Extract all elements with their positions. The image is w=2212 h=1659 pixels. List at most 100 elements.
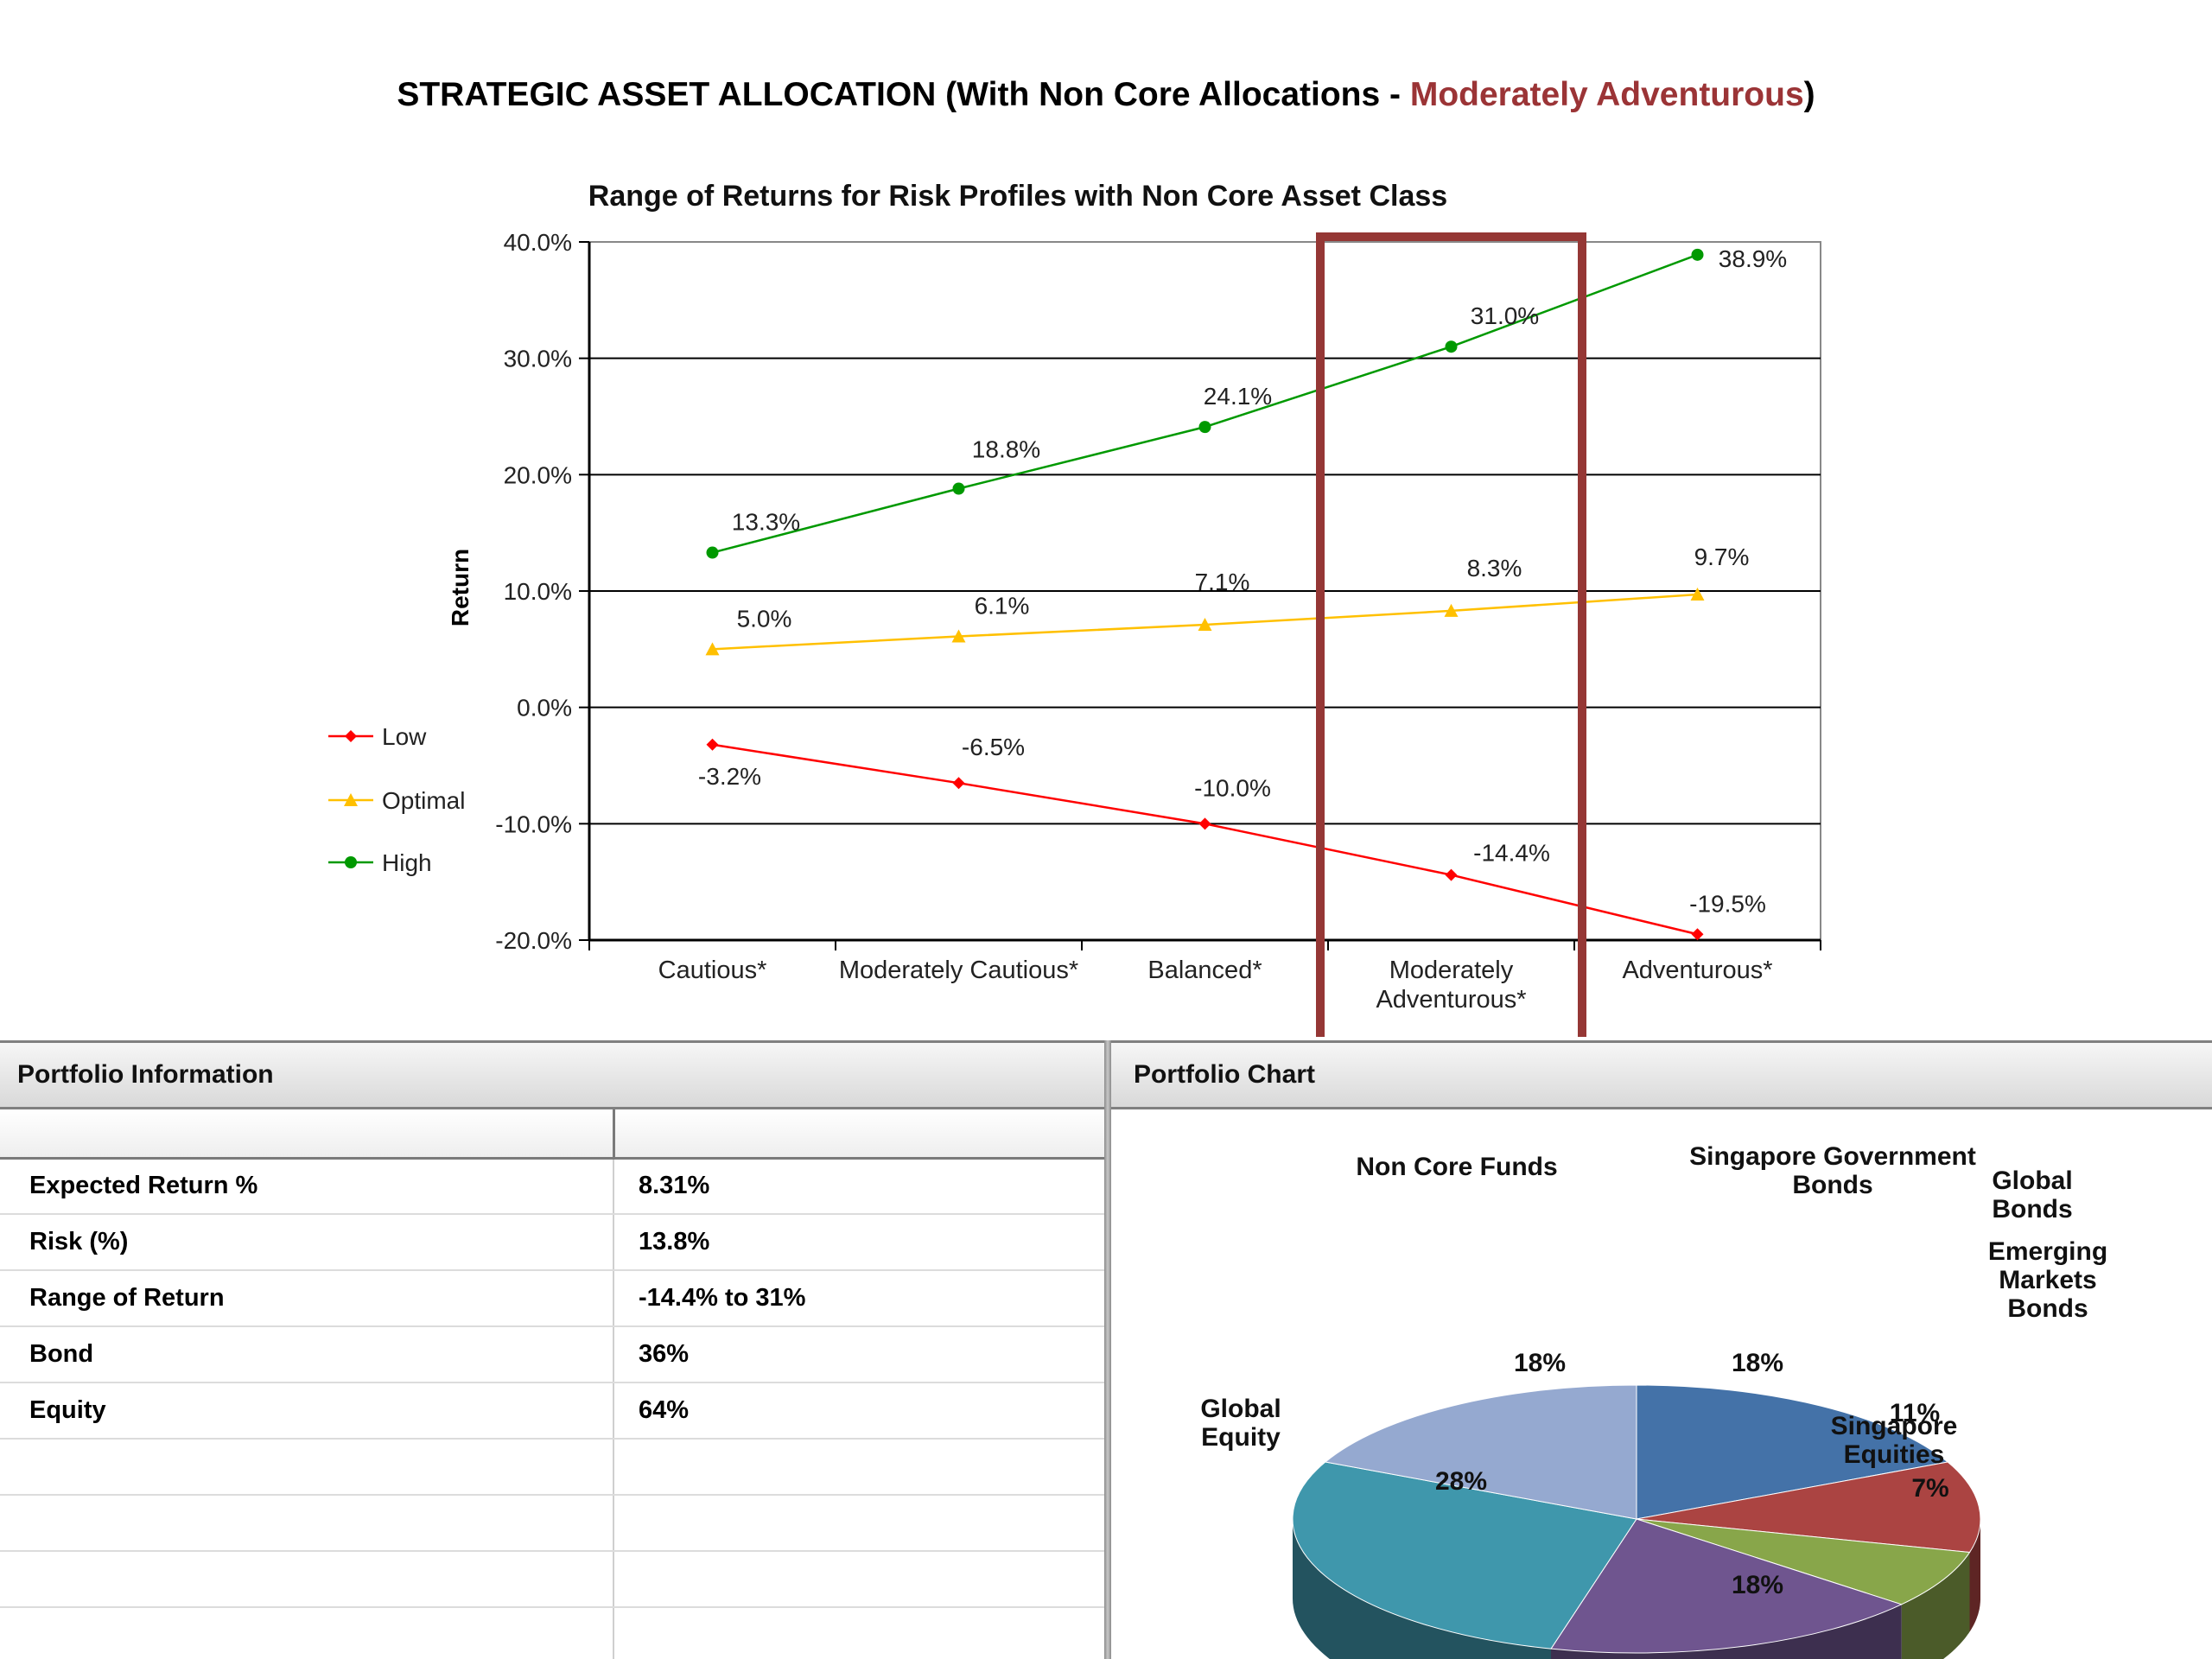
pie-category-label-line: Markets xyxy=(1999,1266,2096,1294)
pie-side-wall xyxy=(1901,1552,1970,1659)
legend-label: Optimal xyxy=(382,787,465,814)
pie-category-label: Emerging Markets Bonds xyxy=(1988,1237,2107,1323)
pie-category-label-line: Bonds xyxy=(1992,1195,2072,1224)
data-point xyxy=(1198,421,1211,434)
row-label: Risk (%) xyxy=(0,1214,614,1271)
pie-side-wall xyxy=(1293,1519,1551,1659)
pie-percent-label: 18% xyxy=(1732,1571,1783,1599)
pie-category-label-line: Singapore xyxy=(1831,1412,1958,1440)
y-tick-label: 30.0% xyxy=(504,346,572,372)
pie-slice-global-bonds xyxy=(1636,1461,1981,1554)
pie-percent-label: 18% xyxy=(1732,1349,1783,1377)
table-row: Expected Return % 8.31% xyxy=(0,1158,1104,1215)
pie-category-label: Singapore Government Bonds xyxy=(1689,1142,1976,1199)
pie-category-label-line: Non Core Funds xyxy=(1356,1153,1557,1181)
data-label: -6.5% xyxy=(962,734,1025,760)
data-point xyxy=(1198,817,1211,830)
row-value: -14.4% to 31% xyxy=(613,1270,1104,1327)
pie-slice-emerging-markets-bonds xyxy=(1636,1518,1971,1605)
pie-category-label-line: Emerging xyxy=(1988,1237,2107,1266)
data-point xyxy=(706,738,719,751)
pie-category-label: Singapore Equities xyxy=(1831,1412,1958,1469)
legend-marker xyxy=(345,856,357,868)
x-tick-label-line: Moderately xyxy=(1389,957,1514,984)
page-title-prefix: STRATEGIC ASSET ALLOCATION (With Non Cor… xyxy=(397,76,1410,113)
data-label: 31.0% xyxy=(1471,302,1539,329)
data-label: 18.8% xyxy=(972,435,1040,462)
data-label: -14.4% xyxy=(1473,840,1550,867)
pie-category-label-line: Singapore Government xyxy=(1689,1142,1976,1171)
x-tick-label-line: Moderately Cautious* xyxy=(839,957,1078,984)
x-tick-label-line: Adventurous* xyxy=(1622,957,1772,984)
data-label: 38.9% xyxy=(1719,245,1787,272)
row-label xyxy=(0,1607,614,1659)
table-row: Bond 36% xyxy=(0,1326,1104,1383)
pie-category-label: Non Core Funds xyxy=(1356,1153,1557,1181)
row-label: Range of Return xyxy=(0,1270,614,1327)
data-label: -19.5% xyxy=(1689,890,1766,917)
data-point xyxy=(705,642,720,656)
table-row xyxy=(0,1607,1104,1659)
row-value: 13.8% xyxy=(613,1214,1104,1271)
row-value: 64% xyxy=(613,1382,1104,1440)
page-title-highlight: Moderately Adventurous xyxy=(1409,76,1804,113)
data-point xyxy=(1691,248,1704,261)
x-tick-label: Adventurous* xyxy=(1622,957,1772,984)
row-label: Bond xyxy=(0,1326,614,1383)
data-label: 6.1% xyxy=(975,593,1030,620)
data-label: 13.3% xyxy=(732,509,800,536)
pie-category-label-line: Bonds xyxy=(2007,1294,2088,1323)
row-label xyxy=(0,1439,614,1496)
legend-label: High xyxy=(382,849,432,876)
table-row: Risk (%) 13.8% xyxy=(0,1214,1104,1271)
y-tick-label: -10.0% xyxy=(495,810,572,837)
data-point xyxy=(952,482,965,495)
data-point xyxy=(706,546,719,559)
x-tick-label: Moderately Adventurous* xyxy=(1376,957,1526,1014)
data-label: -3.2% xyxy=(698,763,761,790)
data-label: 7.1% xyxy=(1195,569,1250,595)
row-label xyxy=(0,1551,614,1608)
pie-percent-label: 18% xyxy=(1514,1349,1566,1377)
row-label: Equity xyxy=(0,1382,614,1440)
pie-slice-non-core-funds xyxy=(1324,1384,1637,1520)
data-point xyxy=(952,777,965,790)
pie-side-wall xyxy=(1551,1604,1902,1659)
y-tick-label: 0.0% xyxy=(517,695,572,721)
pie-percent-label: 11% xyxy=(1890,1399,1940,1427)
data-point xyxy=(1198,618,1212,632)
pie-category-label: Global Bonds xyxy=(1992,1166,2072,1224)
data-point xyxy=(1691,928,1704,941)
table-row: Equity 64% xyxy=(0,1382,1104,1440)
y-tick-label: 40.0% xyxy=(504,229,572,256)
y-tick-label: 10.0% xyxy=(504,578,572,605)
portfolio-pie-chart: 18%11%7%18%28%18%Singapore Government Bon… xyxy=(1200,1142,2107,1659)
data-point xyxy=(1445,340,1458,353)
x-tick-label-line: Balanced* xyxy=(1147,957,1262,984)
table-header-cell xyxy=(613,1109,1104,1160)
x-tick-label-line: Adventurous* xyxy=(1376,986,1526,1014)
data-label: 8.3% xyxy=(1467,555,1522,582)
row-value xyxy=(613,1551,1104,1608)
panel-splitter[interactable] xyxy=(1104,1040,1111,1659)
pie-category-label-line: Equity xyxy=(1201,1423,1281,1452)
pie-slice-global-equity xyxy=(1292,1461,1637,1649)
portfolio-information-panel: Portfolio Information Expected Return % 8… xyxy=(0,1040,1104,1659)
pie-slice-singapore-equities xyxy=(1550,1518,1904,1654)
data-label: 9.7% xyxy=(1694,543,1750,570)
row-value xyxy=(613,1439,1104,1496)
x-tick-label-line: Cautious* xyxy=(658,957,767,984)
pie-category-label: Global Equity xyxy=(1200,1395,1281,1452)
legend-marker xyxy=(344,793,358,806)
x-tick-label: Balanced* xyxy=(1147,957,1262,984)
pie-category-label-line: Global xyxy=(1992,1166,2072,1195)
row-value xyxy=(613,1607,1104,1659)
table-row: Range of Return -14.4% to 31% xyxy=(0,1270,1104,1327)
portfolio-chart-panel: Portfolio Chart 18% 11% 7% 18% 28% 18% Singapo… xyxy=(1111,1040,2212,1659)
y-tick-label: 20.0% xyxy=(504,461,572,488)
data-point xyxy=(951,629,966,643)
y-axis-label: Return xyxy=(447,549,474,626)
table-header-cell xyxy=(0,1109,615,1160)
data-label: -10.0% xyxy=(1194,774,1271,801)
